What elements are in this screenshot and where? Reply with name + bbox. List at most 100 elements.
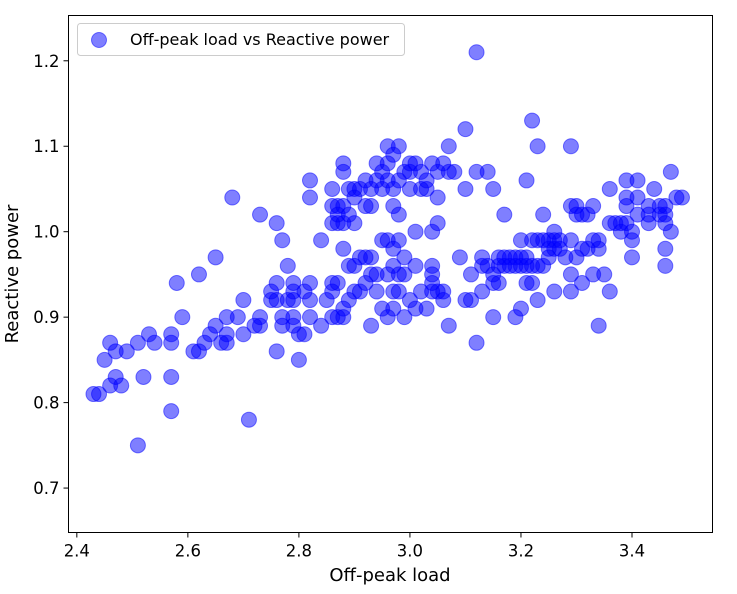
- y-axis: 0.7 0.8 0.9 1.0 1.1 1.2: [33, 52, 69, 498]
- data-point: [235, 292, 252, 309]
- data-point: [429, 215, 446, 232]
- data-point: [146, 334, 163, 351]
- y-tick-label: 1.1: [33, 137, 59, 156]
- data-point: [490, 274, 507, 291]
- data-point: [268, 215, 285, 232]
- data-point: [207, 249, 224, 266]
- data-point: [302, 309, 318, 326]
- data-point: [535, 206, 552, 223]
- data-point: [335, 240, 352, 257]
- data-point: [274, 232, 291, 249]
- data-point: [302, 274, 318, 291]
- data-point: [640, 215, 657, 232]
- data-point: [302, 189, 318, 206]
- x-tick-label: 3.2: [508, 542, 534, 561]
- plot-frame: [68, 15, 713, 533]
- legend-marker: [91, 32, 107, 48]
- data-point: [396, 266, 413, 283]
- data-point: [163, 403, 180, 420]
- data-point: [646, 180, 663, 197]
- x-tick-label: 3.0: [397, 542, 423, 561]
- data-point: [329, 274, 346, 291]
- data-point: [618, 198, 635, 215]
- data-point: [590, 317, 607, 334]
- points-layer: [85, 44, 690, 454]
- data-point: [218, 326, 235, 343]
- x-tick-label: 2.8: [286, 542, 312, 561]
- data-point: [335, 309, 352, 326]
- data-point: [435, 292, 452, 309]
- data-point: [429, 189, 446, 206]
- data-point: [390, 138, 407, 155]
- data-point: [168, 274, 185, 291]
- data-point: [629, 172, 646, 189]
- data-point: [662, 223, 679, 240]
- data-point: [313, 232, 330, 249]
- data-point: [574, 274, 591, 291]
- data-point: [129, 334, 146, 351]
- data-point: [363, 249, 380, 266]
- data-point: [479, 163, 496, 180]
- data-point: [368, 283, 385, 300]
- data-point: [601, 283, 618, 300]
- data-point: [418, 300, 435, 317]
- data-point: [407, 223, 424, 240]
- data-point: [313, 317, 330, 334]
- data-point: [240, 411, 257, 428]
- data-point: [496, 206, 513, 223]
- data-point: [562, 232, 579, 249]
- data-point: [324, 180, 341, 197]
- data-point: [440, 138, 457, 155]
- data-point: [268, 343, 285, 360]
- data-point: [285, 274, 302, 291]
- y-axis-title: Reactive power: [2, 204, 23, 343]
- data-point: [396, 249, 413, 266]
- x-axis: 2.4 2.6 2.8 3.0 3.2 3.4: [64, 532, 645, 561]
- data-point: [279, 257, 296, 274]
- data-point: [224, 189, 241, 206]
- data-point: [135, 368, 152, 385]
- data-point: [229, 309, 246, 326]
- data-point: [363, 198, 380, 215]
- data-point: [524, 274, 541, 291]
- data-point: [446, 163, 463, 180]
- data-point: [390, 283, 407, 300]
- data-point: [252, 206, 269, 223]
- data-point: [129, 437, 146, 454]
- data-point: [468, 44, 485, 61]
- y-tick-label: 1.0: [33, 223, 59, 242]
- data-point: [268, 274, 285, 291]
- data-point: [390, 232, 407, 249]
- data-point: [518, 172, 535, 189]
- data-point: [385, 300, 402, 317]
- data-point: [363, 317, 380, 334]
- data-point: [562, 138, 579, 155]
- data-point: [285, 292, 302, 309]
- legend: Off-peak load vs Reactive power: [77, 23, 405, 56]
- data-point: [485, 309, 502, 326]
- x-tick-label: 2.4: [64, 542, 90, 561]
- data-point: [335, 163, 352, 180]
- data-point: [407, 257, 424, 274]
- data-point: [163, 334, 180, 351]
- data-point: [118, 343, 135, 360]
- data-point: [546, 283, 563, 300]
- data-point: [396, 309, 413, 326]
- data-point: [524, 112, 541, 129]
- data-point: [418, 180, 435, 197]
- data-point: [302, 292, 318, 309]
- data-point: [624, 249, 640, 266]
- y-tick-label: 0.8: [33, 394, 59, 413]
- legend-label: Off-peak load vs Reactive power: [130, 30, 390, 49]
- data-point: [440, 317, 457, 334]
- data-point: [662, 163, 679, 180]
- data-point: [296, 326, 313, 343]
- x-tick-label: 2.6: [175, 542, 201, 561]
- data-point: [585, 198, 602, 215]
- data-point: [457, 121, 474, 138]
- data-point: [235, 326, 252, 343]
- data-point: [96, 351, 113, 368]
- data-point: [463, 292, 479, 309]
